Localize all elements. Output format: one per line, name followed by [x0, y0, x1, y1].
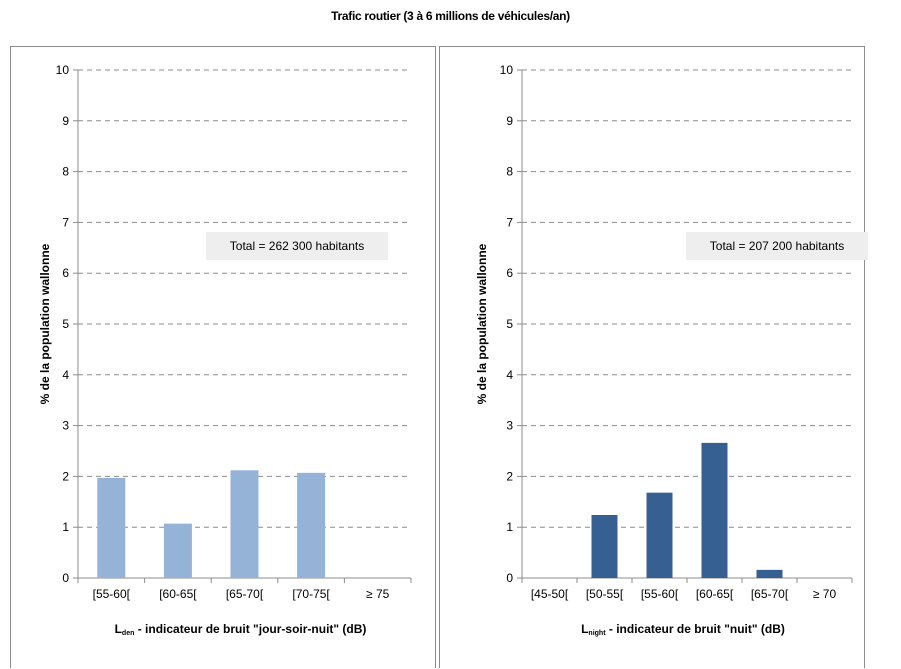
y-axis-title: % de la population wallonne — [475, 243, 489, 404]
bar-2 — [646, 492, 673, 578]
y-tick-label: 0 — [62, 571, 69, 585]
x-tick-label: [55-60[ — [641, 587, 679, 601]
chart-panel-lden: 0 1 2 3 4 5 6 7 8 9 10 [55-60[ [60-65[ [65-70[ [70-75[… — [10, 46, 436, 668]
bar-1 — [591, 515, 618, 578]
total-annotation: Total = 207 200 habitants — [686, 232, 868, 260]
y-tick-label: 6 — [506, 266, 513, 280]
y-tick-label: 7 — [62, 215, 69, 229]
svg-text:Total = 262 300 habitants: Total = 262 300 habitants — [230, 239, 364, 253]
y-tick-label: 4 — [62, 368, 69, 382]
bar-3 — [701, 442, 728, 578]
x-tick-label: [60-65[ — [696, 587, 734, 601]
y-tick-label: 5 — [506, 317, 513, 331]
y-tick-label: 4 — [506, 368, 513, 382]
y-tick-label: 1 — [506, 520, 513, 534]
x-tick-label: [65-70[ — [226, 587, 264, 601]
x-tick-label: ≥ 70 — [813, 587, 837, 601]
x-tick-label: ≥ 75 — [366, 587, 390, 601]
lnight-chart: 0 1 2 3 4 5 6 7 8 9 10 [45-50[ [50-55[ [55-60[ [60-65[… — [475, 63, 868, 637]
x-tick-label: [55-60[ — [93, 587, 131, 601]
y-tick-label: 7 — [506, 215, 513, 229]
x-tick-label: [45-50[ — [531, 587, 569, 601]
lden-chart: 0 1 2 3 4 5 6 7 8 9 10 [55-60[ [60-65[ [65-70[ [70-75[… — [38, 63, 412, 637]
x-tick-label: [60-65[ — [159, 587, 197, 601]
y-tick-label: 2 — [62, 469, 69, 483]
y-tick-label: 1 — [62, 520, 69, 534]
bar-1 — [163, 523, 192, 578]
y-tick-label: 3 — [62, 419, 69, 433]
bar-4 — [756, 569, 783, 578]
y-tick-label: 2 — [506, 469, 513, 483]
y-axis-title: % de la population wallonne — [38, 243, 52, 404]
y-tick-label: 10 — [500, 63, 514, 77]
x-tick-label: [65-70[ — [751, 587, 789, 601]
y-tick-label: 8 — [62, 165, 69, 179]
bar-0 — [97, 477, 126, 578]
x-tick-label: [70-75[ — [292, 587, 330, 601]
x-tick-label: [50-55[ — [586, 587, 624, 601]
bar-3 — [297, 472, 326, 578]
y-tick-label: 5 — [62, 317, 69, 331]
y-tick-label: 3 — [506, 419, 513, 433]
y-tick-label: 8 — [506, 165, 513, 179]
page-title: Trafic routier (3 à 6 millions de véhicu… — [331, 9, 570, 23]
x-axis-title: Lden - indicateur de bruit "jour-soir-nu… — [115, 622, 367, 637]
y-tick-label: 6 — [62, 266, 69, 280]
y-tick-label: 9 — [506, 114, 513, 128]
y-tick-label: 10 — [56, 63, 70, 77]
y-tick-label: 0 — [506, 571, 513, 585]
chart-panel-lnight: 0 1 2 3 4 5 6 7 8 9 10 [45-50[ [50-55[ [55-60[ [60-65[… — [439, 46, 868, 668]
total-annotation: Total = 262 300 habitants — [206, 232, 388, 260]
x-axis-title: Lnight - indicateur de bruit "nuit" (dB) — [581, 622, 785, 637]
svg-text:Total = 207 200 habitants: Total = 207 200 habitants — [710, 239, 844, 253]
y-tick-label: 9 — [62, 114, 69, 128]
bar-2 — [230, 470, 259, 578]
